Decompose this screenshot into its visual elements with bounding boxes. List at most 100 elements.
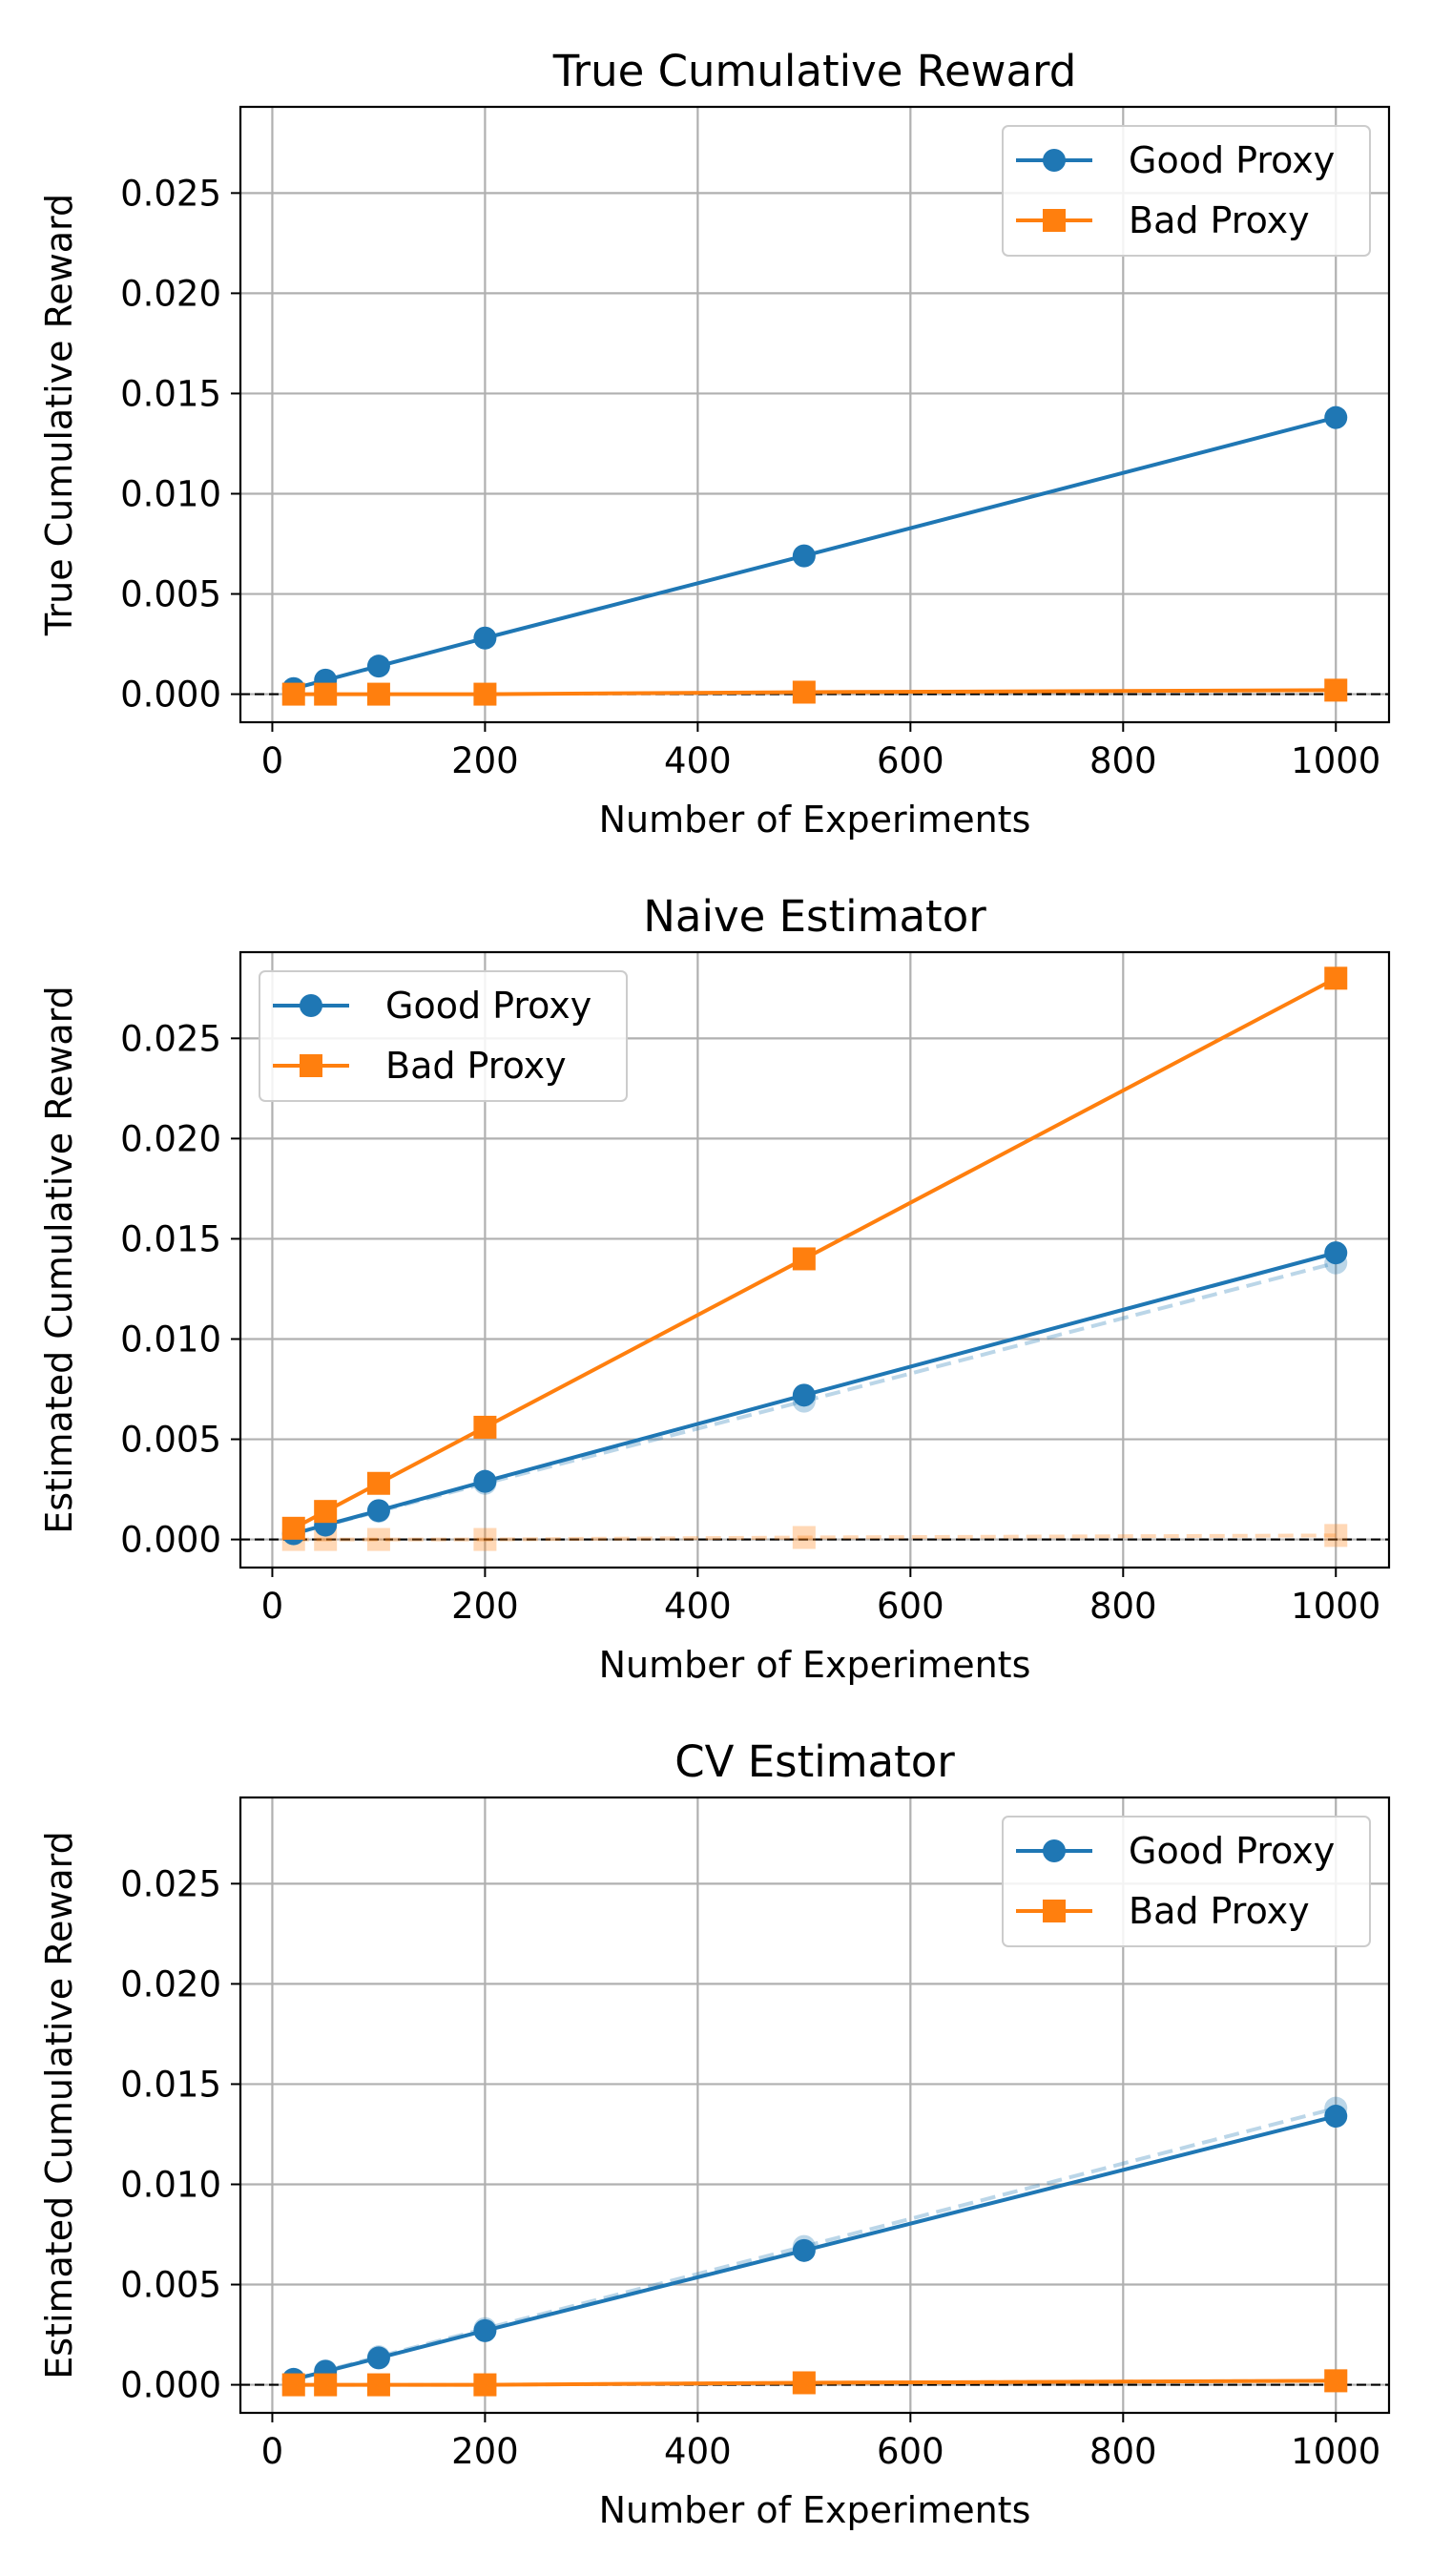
chart-panel-3: 0 200 400 600 800 1000 0.000 0.005 0.010 0.015 0.0… (38, 1736, 1391, 2531)
data-point-bad-proxy (281, 1516, 305, 1540)
data-point-bad-proxy (281, 682, 305, 706)
y-tick-label: 0.005 (120, 1420, 221, 1461)
x-tick-label: 400 (664, 2431, 732, 2472)
data-point-bad-proxy (366, 1471, 390, 1495)
y-tick-label: 0.000 (120, 2365, 221, 2406)
x-tick-label: 200 (451, 740, 519, 781)
x-tick-label: 1000 (1291, 2431, 1380, 2472)
data-point-good-proxy (473, 626, 497, 650)
chart-panel-1: 0 200 400 600 800 1000 0.000 0.005 0.010 0.015 0.0… (38, 46, 1391, 841)
y-axis-label: Estimated Cumulative Reward (38, 1831, 80, 2379)
y-tick-label: 0.015 (120, 373, 221, 414)
data-point-bad-proxy (366, 682, 390, 706)
y-tick-label: 0.000 (120, 675, 221, 716)
y-tick-label: 0.015 (120, 1218, 221, 1259)
data-point-bad-proxy (792, 1247, 816, 1271)
reference-point (792, 1526, 816, 1549)
x-axis-label: Number of Experiments (599, 1644, 1031, 1686)
data-point-good-proxy (1324, 1241, 1348, 1265)
data-point-bad-proxy (792, 2371, 816, 2395)
x-tick-label: 200 (451, 2431, 519, 2472)
data-point-good-proxy (792, 544, 816, 568)
data-point-bad-proxy (314, 1500, 338, 1524)
legend-label: Bad Proxy (385, 1045, 567, 1087)
data-point-bad-proxy (473, 2373, 497, 2397)
x-tick-label: 200 (451, 1586, 519, 1627)
reference-point (1324, 1524, 1348, 1548)
x-tick-label: 600 (877, 2431, 944, 2472)
data-point-good-proxy (792, 2238, 816, 2262)
legend-marker (300, 1054, 322, 1077)
axes-frame (238, 105, 1391, 724)
x-tick-label: 1000 (1291, 740, 1380, 781)
legend-label: Good Proxy (1129, 139, 1335, 181)
data-point-good-proxy (366, 654, 390, 678)
reference-series-line (293, 1533, 1337, 1542)
data-point-good-proxy (473, 1469, 497, 1493)
x-tick-label: 0 (261, 1586, 284, 1627)
y-tick-label: 0.010 (120, 473, 221, 514)
data-point-bad-proxy (281, 2373, 305, 2397)
data-point-bad-proxy (1324, 678, 1348, 702)
axes-frame (238, 950, 1391, 1569)
legend-marker (1043, 1839, 1066, 1862)
legend-marker (1043, 1900, 1066, 1922)
legend-frame (1002, 1816, 1371, 1947)
legend-marker (1043, 149, 1066, 172)
legend-label: Good Proxy (1129, 1830, 1335, 1872)
data-point-bad-proxy (1324, 2369, 1348, 2393)
y-tick-label: 0.020 (120, 1963, 221, 2005)
x-axis-label: Number of Experiments (599, 799, 1031, 841)
x-tick-label: 0 (261, 2431, 284, 2472)
y-tick-label: 0.015 (120, 2064, 221, 2105)
data-point-bad-proxy (366, 2373, 390, 2397)
x-tick-label: 800 (1089, 2431, 1157, 2472)
y-tick-label: 0.005 (120, 574, 221, 615)
y-tick-label: 0.005 (120, 2265, 221, 2306)
data-point-bad-proxy (314, 2373, 338, 2397)
y-tick-label: 0.010 (120, 2164, 221, 2205)
legend: Good Proxy Bad Proxy (259, 970, 628, 1102)
data-point-good-proxy (1324, 2105, 1348, 2129)
legend: Good Proxy Bad Proxy (1002, 1816, 1371, 1947)
y-axis-label: True Cumulative Reward (38, 194, 80, 636)
x-tick-label: 800 (1089, 1586, 1157, 1627)
x-axis-label: Number of Experiments (599, 2489, 1031, 2531)
x-tick-label: 0 (261, 740, 284, 781)
legend-label: Good Proxy (385, 985, 591, 1027)
legend-label: Bad Proxy (1129, 199, 1310, 241)
data-point-good-proxy (366, 2346, 390, 2370)
y-tick-label: 0.025 (120, 1018, 221, 1059)
x-tick-label: 600 (877, 740, 944, 781)
data-point-bad-proxy (792, 680, 816, 704)
y-tick-label: 0.020 (120, 1118, 221, 1159)
legend-marker (1043, 209, 1066, 232)
legend-frame (259, 970, 628, 1102)
y-tick-label: 0.000 (120, 1520, 221, 1561)
x-tick-label: 400 (664, 740, 732, 781)
data-point-good-proxy (792, 1383, 816, 1407)
x-tick-label: 800 (1089, 740, 1157, 781)
chart-title: Naive Estimator (643, 891, 986, 942)
y-tick-label: 0.025 (120, 173, 221, 214)
axes-frame (238, 1796, 1391, 2415)
data-point-bad-proxy (1324, 966, 1348, 990)
data-point-good-proxy (1324, 405, 1348, 429)
x-tick-label: 600 (877, 1586, 944, 1627)
x-tick-label: 400 (664, 1586, 732, 1627)
data-point-bad-proxy (473, 1415, 497, 1439)
data-point-good-proxy (473, 2318, 497, 2342)
legend-marker (300, 994, 322, 1017)
y-tick-label: 0.025 (120, 1863, 221, 1904)
y-tick-label: 0.020 (120, 273, 221, 314)
chart-title: True Cumulative Reward (552, 46, 1077, 96)
chart-panel-2: 0 200 400 600 800 1000 0.000 0.005 0.010 0.015 0.0… (38, 891, 1391, 1686)
chart-title: CV Estimator (674, 1736, 955, 1787)
reference-point (366, 1527, 390, 1551)
legend-label: Bad Proxy (1129, 1890, 1310, 1932)
reference-point (473, 1527, 497, 1551)
x-tick-label: 1000 (1291, 1586, 1380, 1627)
y-axis-label: Estimated Cumulative Reward (38, 986, 80, 1534)
data-point-bad-proxy (473, 682, 497, 706)
